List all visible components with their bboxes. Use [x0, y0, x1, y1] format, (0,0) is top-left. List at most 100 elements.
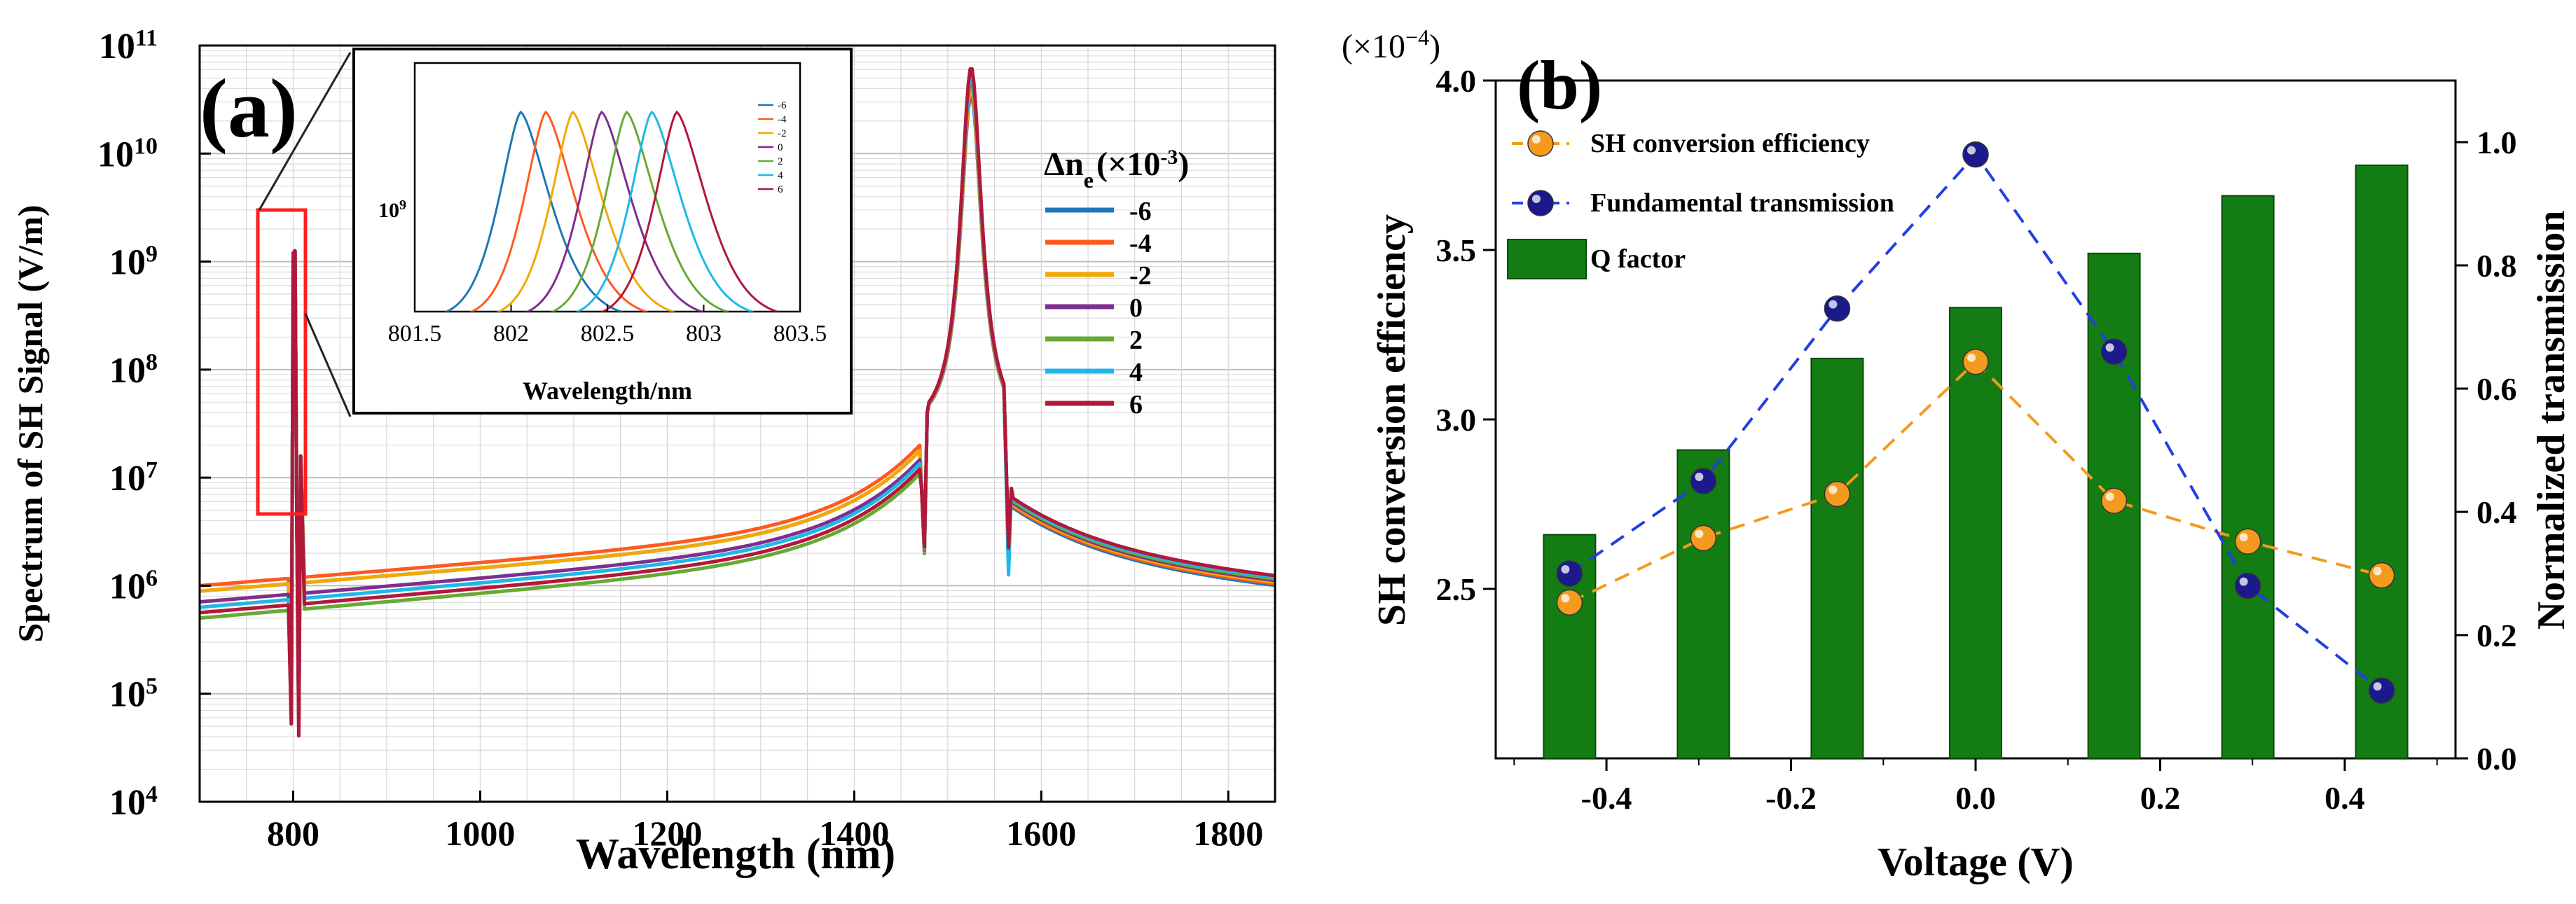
a-inset: 801.5 802 802.5 803 803.5 109 Wavelength/nm … — [352, 48, 853, 415]
b-right-y-tick-label: 0.0 — [2477, 741, 2517, 777]
a-series-line-6 — [200, 67, 1275, 738]
b-x-tick-label: 0.0 — [1955, 780, 1996, 816]
b-point-sh-efficiency — [2234, 528, 2261, 555]
a-inset-x-tick-label: 802.5 — [581, 321, 635, 347]
a-zoom-line-top — [258, 52, 352, 211]
b-point-highlight — [1695, 473, 1704, 481]
a-legend-label: -4 — [1129, 229, 1152, 258]
panel-b: -0.4 -0.2 0.0 0.2 0.4 2.5 3.0 3.5 4.0 0.0 0.2 0.4… — [1342, 25, 2573, 884]
b-bar — [2355, 165, 2409, 759]
a-legend-label: 0 — [1129, 293, 1143, 323]
b-left-y-tick-label: 2.5 — [1436, 571, 1477, 607]
b-point-fundamental-transmission — [2368, 677, 2395, 704]
b-point-highlight — [1828, 485, 1838, 494]
a-inset-curve-0 — [525, 110, 705, 312]
b-point-highlight — [1695, 529, 1704, 538]
b-legend-bar-swatch — [1507, 239, 1587, 279]
b-left-y-ticks: 2.5 3.0 3.5 4.0 — [1436, 63, 1496, 607]
a-inset-legend-label: -6 — [778, 100, 787, 111]
b-x-tick-label: 0.2 — [2140, 780, 2181, 816]
a-x-ticks: 800 1000 1200 1400 1600 1800 — [267, 791, 1263, 853]
b-point-fundamental-transmission — [1824, 295, 1851, 322]
b-multiplier-base: (×10 — [1342, 28, 1405, 65]
b-right-y-tick-label: 0.4 — [2477, 494, 2517, 530]
b-point-highlight — [2373, 566, 2382, 576]
b-point-sh-efficiency — [2368, 562, 2395, 589]
b-legend-marker — [1527, 190, 1554, 216]
a-inset-legend-label: 2 — [778, 156, 783, 167]
b-legend-label: Q factor — [1590, 244, 1686, 274]
b-point-fundamental-transmission — [1962, 141, 1989, 168]
b-point-sh-efficiency — [1556, 589, 1583, 616]
a-inset-y-tick-exp: 9 — [399, 197, 406, 213]
a-zoom-line-bottom — [304, 313, 352, 417]
b-point-fundamental-transmission — [1556, 560, 1583, 587]
b-point-highlight — [2105, 492, 2114, 501]
a-x-tick-label: 1400 — [819, 814, 889, 853]
a-legend-label: 2 — [1129, 326, 1143, 355]
b-bar — [1810, 357, 1864, 759]
b-x-tick-label: 0.4 — [2324, 780, 2365, 816]
b-point-highlight — [1561, 594, 1570, 603]
a-x-tick-label: 1800 — [1193, 814, 1263, 853]
a-legend-label: -2 — [1129, 261, 1152, 291]
a-legend-label: 6 — [1129, 390, 1143, 419]
a-legend-label: 4 — [1129, 358, 1143, 387]
a-inset-x-tick-label: 803.5 — [773, 321, 827, 347]
a-inset-y-tick-base: 10 — [378, 199, 399, 222]
a-y-tick-label: 105 — [109, 673, 158, 715]
a-legend-title: Δne(×10-3) — [1044, 146, 1189, 193]
b-bar — [2221, 195, 2275, 759]
a-inset-x-axis-title: Wavelength/nm — [523, 377, 692, 405]
b-point-highlight — [1967, 146, 1976, 155]
a-legend-title-rest: (×10 — [1096, 146, 1160, 183]
b-left-y-axis-title: SH conversion efficiency — [1370, 214, 1414, 626]
b-left-y-tick-label: 3.0 — [1436, 402, 1477, 438]
b-point-highlight — [2373, 682, 2382, 691]
a-inset-curve--2 — [496, 110, 676, 312]
b-right-y-ticks: 0.0 0.2 0.4 0.6 0.8 1.0 — [2456, 125, 2517, 777]
b-legend-marker-highlight — [1532, 135, 1541, 144]
b-point-highlight — [2105, 343, 2114, 352]
a-y-tick-label: 109 — [109, 241, 158, 283]
b-point-fundamental-transmission — [2100, 338, 2128, 365]
b-bar — [1949, 307, 2002, 759]
b-point-highlight — [1828, 300, 1838, 309]
a-inset-legend-label: -4 — [778, 114, 787, 125]
a-inset-x-tick-label: 801.5 — [388, 321, 442, 347]
a-inset-legend-label: -2 — [778, 128, 787, 139]
a-inset-legend-label: 0 — [778, 142, 783, 153]
b-bars-group — [1543, 165, 2409, 759]
a-inset-legend-label: 6 — [778, 184, 783, 195]
b-x-ticks: -0.4 -0.2 0.0 0.2 0.4 — [1513, 758, 2438, 816]
b-panel-label: (b) — [1517, 46, 1602, 124]
a-legend-title-sup: -3 — [1160, 146, 1178, 169]
b-point-sh-efficiency — [1824, 480, 1851, 508]
a-inset-x-tick-label: 802 — [493, 321, 529, 347]
b-right-y-axis-title: Normalized transmission — [2530, 211, 2573, 630]
a-inset-curve-2 — [550, 110, 730, 312]
a-inset-x-tick-label: 803 — [686, 321, 722, 347]
b-legend-marker — [1527, 130, 1554, 157]
b-multiplier: (×10−4) — [1342, 25, 1440, 65]
b-point-sh-efficiency — [2100, 487, 2128, 514]
a-inset-x-ticks: 801.5 802 802.5 803 803.5 — [388, 305, 827, 347]
a-zoom-box — [256, 208, 308, 516]
a-inset-curve--4 — [469, 110, 649, 312]
b-lines-group — [1556, 141, 2395, 704]
b-right-y-tick-label: 1.0 — [2477, 125, 2517, 160]
a-inset-curve-4 — [575, 110, 755, 312]
a-legend-title-main: Δn — [1044, 146, 1084, 183]
b-point-fundamental-transmission — [2234, 572, 2261, 599]
a-y-tick-label: 108 — [109, 349, 158, 391]
a-legend-items: -6 -4 -20 2 4 6 — [1045, 197, 1152, 419]
a-legend-title-end: ) — [1178, 146, 1189, 183]
a-y-axis-title: Spectrum of SH Signal (V/m) — [11, 205, 50, 643]
b-point-fundamental-transmission — [1690, 468, 1717, 494]
a-x-axis-title: Wavelength (nm) — [576, 830, 895, 878]
panel-a: 800 1000 1200 1400 1600 1800 1041051061071081… — [11, 25, 1276, 878]
b-legend: SH conversion efficiency Fundamental tran… — [1507, 129, 1894, 279]
b-right-y-tick-label: 0.2 — [2477, 618, 2517, 653]
a-inset-legend: -6 -4 -2 0 2 4 6 — [758, 100, 787, 195]
